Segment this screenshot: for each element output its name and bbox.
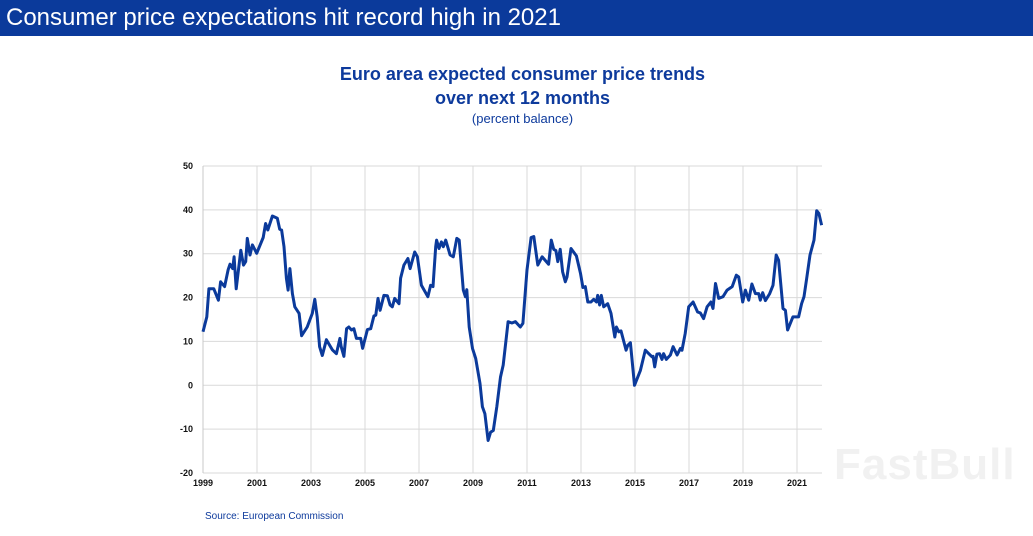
x-tick-label: 1999 (193, 478, 213, 488)
x-tick-label: 2019 (733, 478, 753, 488)
chart-subtitle: (percent balance) (471, 111, 574, 126)
y-tick-label: 30 (183, 249, 193, 259)
x-tick-label: 2021 (787, 478, 807, 488)
x-tick-label: 2013 (571, 478, 591, 488)
x-tick-label: 2011 (517, 478, 537, 488)
chart-title-line-1: Euro area expected consumer price trends (339, 64, 706, 84)
y-tick-label: -20 (180, 468, 193, 478)
y-tick-label: 20 (183, 293, 193, 303)
series-line (201, 209, 824, 442)
header-bar: Consumer price expectations hit record h… (0, 0, 1033, 36)
y-tick-label: 10 (183, 336, 193, 346)
y-tick-label: 40 (183, 205, 193, 215)
y-tick-label: 0 (188, 380, 193, 390)
x-tick-label: 2009 (463, 478, 483, 488)
x-tick-label: 2017 (679, 478, 699, 488)
x-tick-label: 2003 (301, 478, 321, 488)
x-tick-label: 2001 (247, 478, 267, 488)
page-title: Consumer price expectations hit record h… (6, 4, 561, 31)
x-tick-label: 2007 (409, 478, 429, 488)
source-note: Source: European Commission (205, 511, 344, 522)
y-tick-label: -10 (180, 424, 193, 434)
watermark-logo: FastBull (834, 440, 1016, 489)
y-tick-label: 50 (183, 161, 193, 171)
chart-title-line-2: over next 12 months (434, 88, 611, 108)
x-tick-label: 2005 (355, 478, 375, 488)
x-tick-label: 2015 (625, 478, 645, 488)
